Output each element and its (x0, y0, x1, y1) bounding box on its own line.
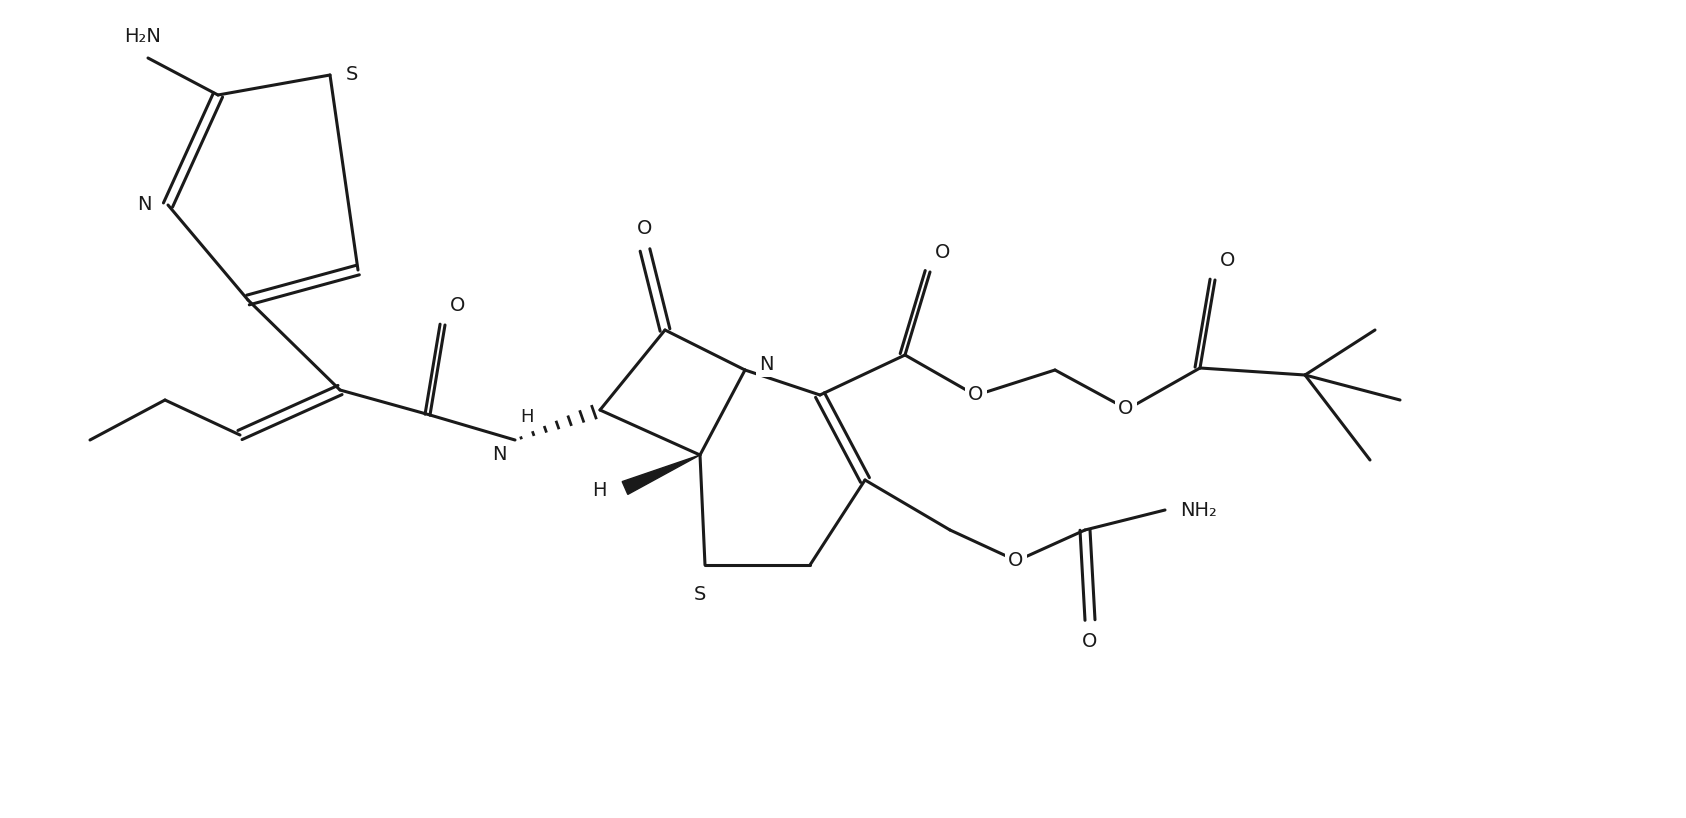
Text: H: H (592, 482, 607, 501)
Text: S: S (346, 65, 359, 84)
Text: O: O (1118, 398, 1133, 417)
Text: N: N (759, 356, 774, 375)
Text: N: N (138, 196, 152, 214)
Polygon shape (622, 455, 700, 494)
Text: O: O (637, 219, 652, 238)
Text: N: N (492, 445, 507, 464)
Text: NH₂: NH₂ (1180, 501, 1217, 519)
Text: O: O (936, 243, 951, 262)
Text: O: O (1221, 251, 1236, 270)
Text: O: O (1082, 632, 1098, 651)
Text: O: O (968, 385, 983, 404)
Text: O: O (1008, 551, 1023, 569)
Text: H: H (519, 408, 533, 426)
Text: H₂N: H₂N (125, 27, 162, 46)
Text: S: S (695, 585, 706, 604)
Text: O: O (450, 296, 465, 315)
